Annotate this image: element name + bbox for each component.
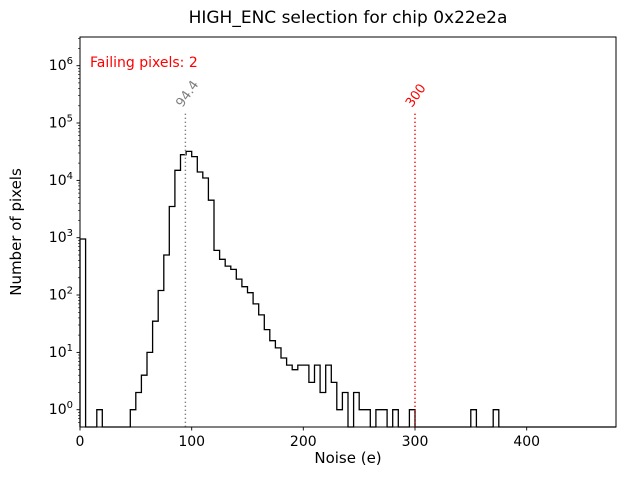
- y-tick-label: 104: [49, 171, 73, 189]
- plot-frame: [79, 36, 617, 428]
- x-axis-label: Noise (e): [314, 449, 381, 467]
- x-tick-label: 300: [402, 434, 429, 450]
- x-tick-label: 200: [290, 434, 317, 450]
- y-axis-label: Number of pixels: [7, 168, 25, 296]
- y-tick-label: 102: [49, 286, 73, 304]
- y-tick-label: 103: [49, 228, 73, 246]
- y-tick-label: 106: [49, 56, 73, 74]
- x-tick-label: 100: [178, 434, 205, 450]
- y-tick-label: 101: [49, 343, 73, 361]
- x-tick-label: 0: [76, 434, 85, 450]
- y-tick-label: 100: [49, 400, 73, 418]
- y-tick-label: 105: [49, 114, 73, 132]
- chart-title: HIGH_ENC selection for chip 0x22e2a: [189, 8, 508, 28]
- x-tick-label: 400: [513, 434, 540, 450]
- failing-pixels-annotation: Failing pixels: 2: [90, 55, 198, 71]
